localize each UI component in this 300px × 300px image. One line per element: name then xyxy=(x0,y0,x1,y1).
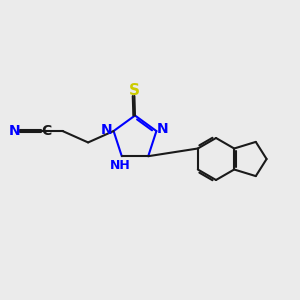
Text: NH: NH xyxy=(110,159,130,172)
Text: S: S xyxy=(129,83,140,98)
Text: N: N xyxy=(9,124,20,138)
Text: C: C xyxy=(41,124,52,138)
Text: N: N xyxy=(157,122,169,136)
Text: N: N xyxy=(101,123,113,137)
